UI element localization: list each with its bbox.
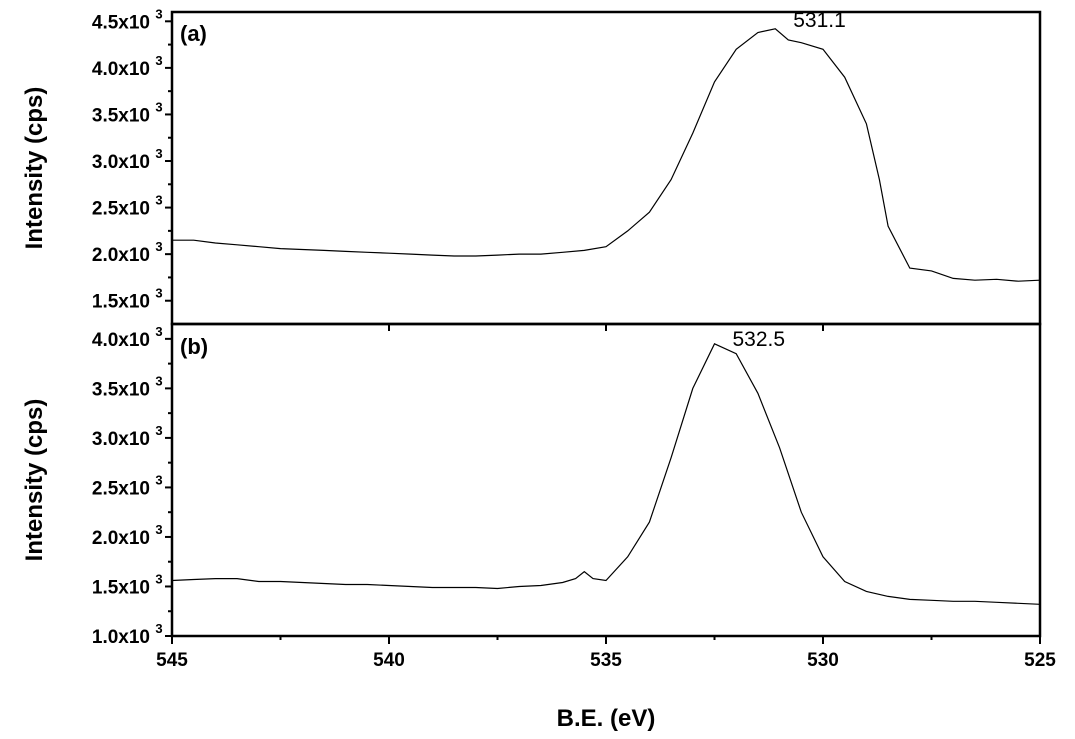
panel-b-ytick-exponent: 3 bbox=[155, 621, 162, 636]
panel-b-ytick-exponent: 3 bbox=[155, 522, 162, 537]
panel-a-ytick-label: 3.0x10 bbox=[92, 152, 150, 173]
panel-b-ytick-label: 2.5x10 bbox=[92, 478, 150, 499]
x-axis-title: B.E. (eV) bbox=[557, 705, 656, 732]
x-axis: 545 540 535 530 525 bbox=[156, 636, 1056, 671]
panel-a-ytick-exponent: 3 bbox=[155, 99, 162, 114]
panel-b-ytick-label: 3.0x10 bbox=[92, 429, 150, 450]
panel-b-ytick-label: 4.0x10 bbox=[92, 330, 150, 351]
panel-a-ytick-exponent: 3 bbox=[155, 146, 162, 161]
panel-a-ytick-label: 1.5x10 bbox=[92, 292, 150, 313]
panel-b-ytick-label: 3.5x10 bbox=[92, 379, 150, 400]
panel-a-ticks: 1.5x10 3 2.0x10 3 2.5x10 3 3.0x10 3 3.5x10 3 4.0x1… bbox=[92, 6, 172, 313]
panel-a-label: (a) bbox=[180, 21, 207, 46]
panel-a-ytick-label: 2.0x10 bbox=[92, 245, 150, 266]
panel-a-ytick-label: 4.5x10 bbox=[92, 12, 150, 33]
panel-a-series-line bbox=[172, 28, 1041, 282]
panel-b-ylabel: Intensity (cps) bbox=[21, 399, 48, 562]
panel-b-label: (b) bbox=[180, 334, 208, 359]
x-tick-label: 530 bbox=[807, 650, 839, 671]
panel-b-ytick-exponent: 3 bbox=[155, 423, 162, 438]
panel-a-ytick-exponent: 3 bbox=[155, 53, 162, 68]
panel-a-frame bbox=[170, 10, 1042, 326]
panel-b-ytick-exponent: 3 bbox=[155, 324, 162, 339]
panel-b-ytick-exponent: 3 bbox=[155, 571, 162, 586]
x-tick-label: 545 bbox=[156, 650, 188, 671]
panel-a-ytick-exponent: 3 bbox=[155, 193, 162, 208]
x-tick-label: 540 bbox=[373, 650, 405, 671]
panel-b-ytick-exponent: 3 bbox=[155, 472, 162, 487]
panel-b-ytick-label: 1.0x10 bbox=[92, 627, 150, 648]
panel-a-ylabel: Intensity (cps) bbox=[21, 87, 48, 250]
panel-a-ytick-label: 2.5x10 bbox=[92, 199, 150, 220]
panel-b-frame bbox=[170, 322, 1042, 638]
panel-b-peak-annotation: 532.5 bbox=[733, 328, 786, 351]
panel-a-ytick-exponent: 3 bbox=[155, 286, 162, 301]
panel-b-ytick-label: 1.5x10 bbox=[92, 577, 150, 598]
panel-b: 1.0x10 3 1.5x10 3 2.0x10 3 2.5x10 3 3.0x10 3 3.5x1… bbox=[21, 322, 1042, 648]
panel-a-ytick-label: 4.0x10 bbox=[92, 59, 150, 80]
x-tick-label: 535 bbox=[590, 650, 622, 671]
panel-b-ticks: 1.0x10 3 1.5x10 3 2.0x10 3 2.5x10 3 3.0x10 3 3.5x1… bbox=[92, 324, 1041, 648]
panel-a-ytick-exponent: 3 bbox=[155, 239, 162, 254]
panel-b-ytick-label: 2.0x10 bbox=[92, 528, 150, 549]
panel-a: 1.5x10 3 2.0x10 3 2.5x10 3 3.0x10 3 3.5x10 3 4.0x1… bbox=[21, 6, 1042, 326]
panel-a-ytick-label: 3.5x10 bbox=[92, 105, 150, 126]
panel-b-ytick-exponent: 3 bbox=[155, 373, 162, 388]
x-tick-label: 525 bbox=[1024, 650, 1056, 671]
panel-a-peak-annotation: 531.1 bbox=[793, 9, 846, 32]
panel-b-series-line bbox=[171, 343, 1041, 605]
panel-a-ytick-exponent: 3 bbox=[155, 6, 162, 21]
